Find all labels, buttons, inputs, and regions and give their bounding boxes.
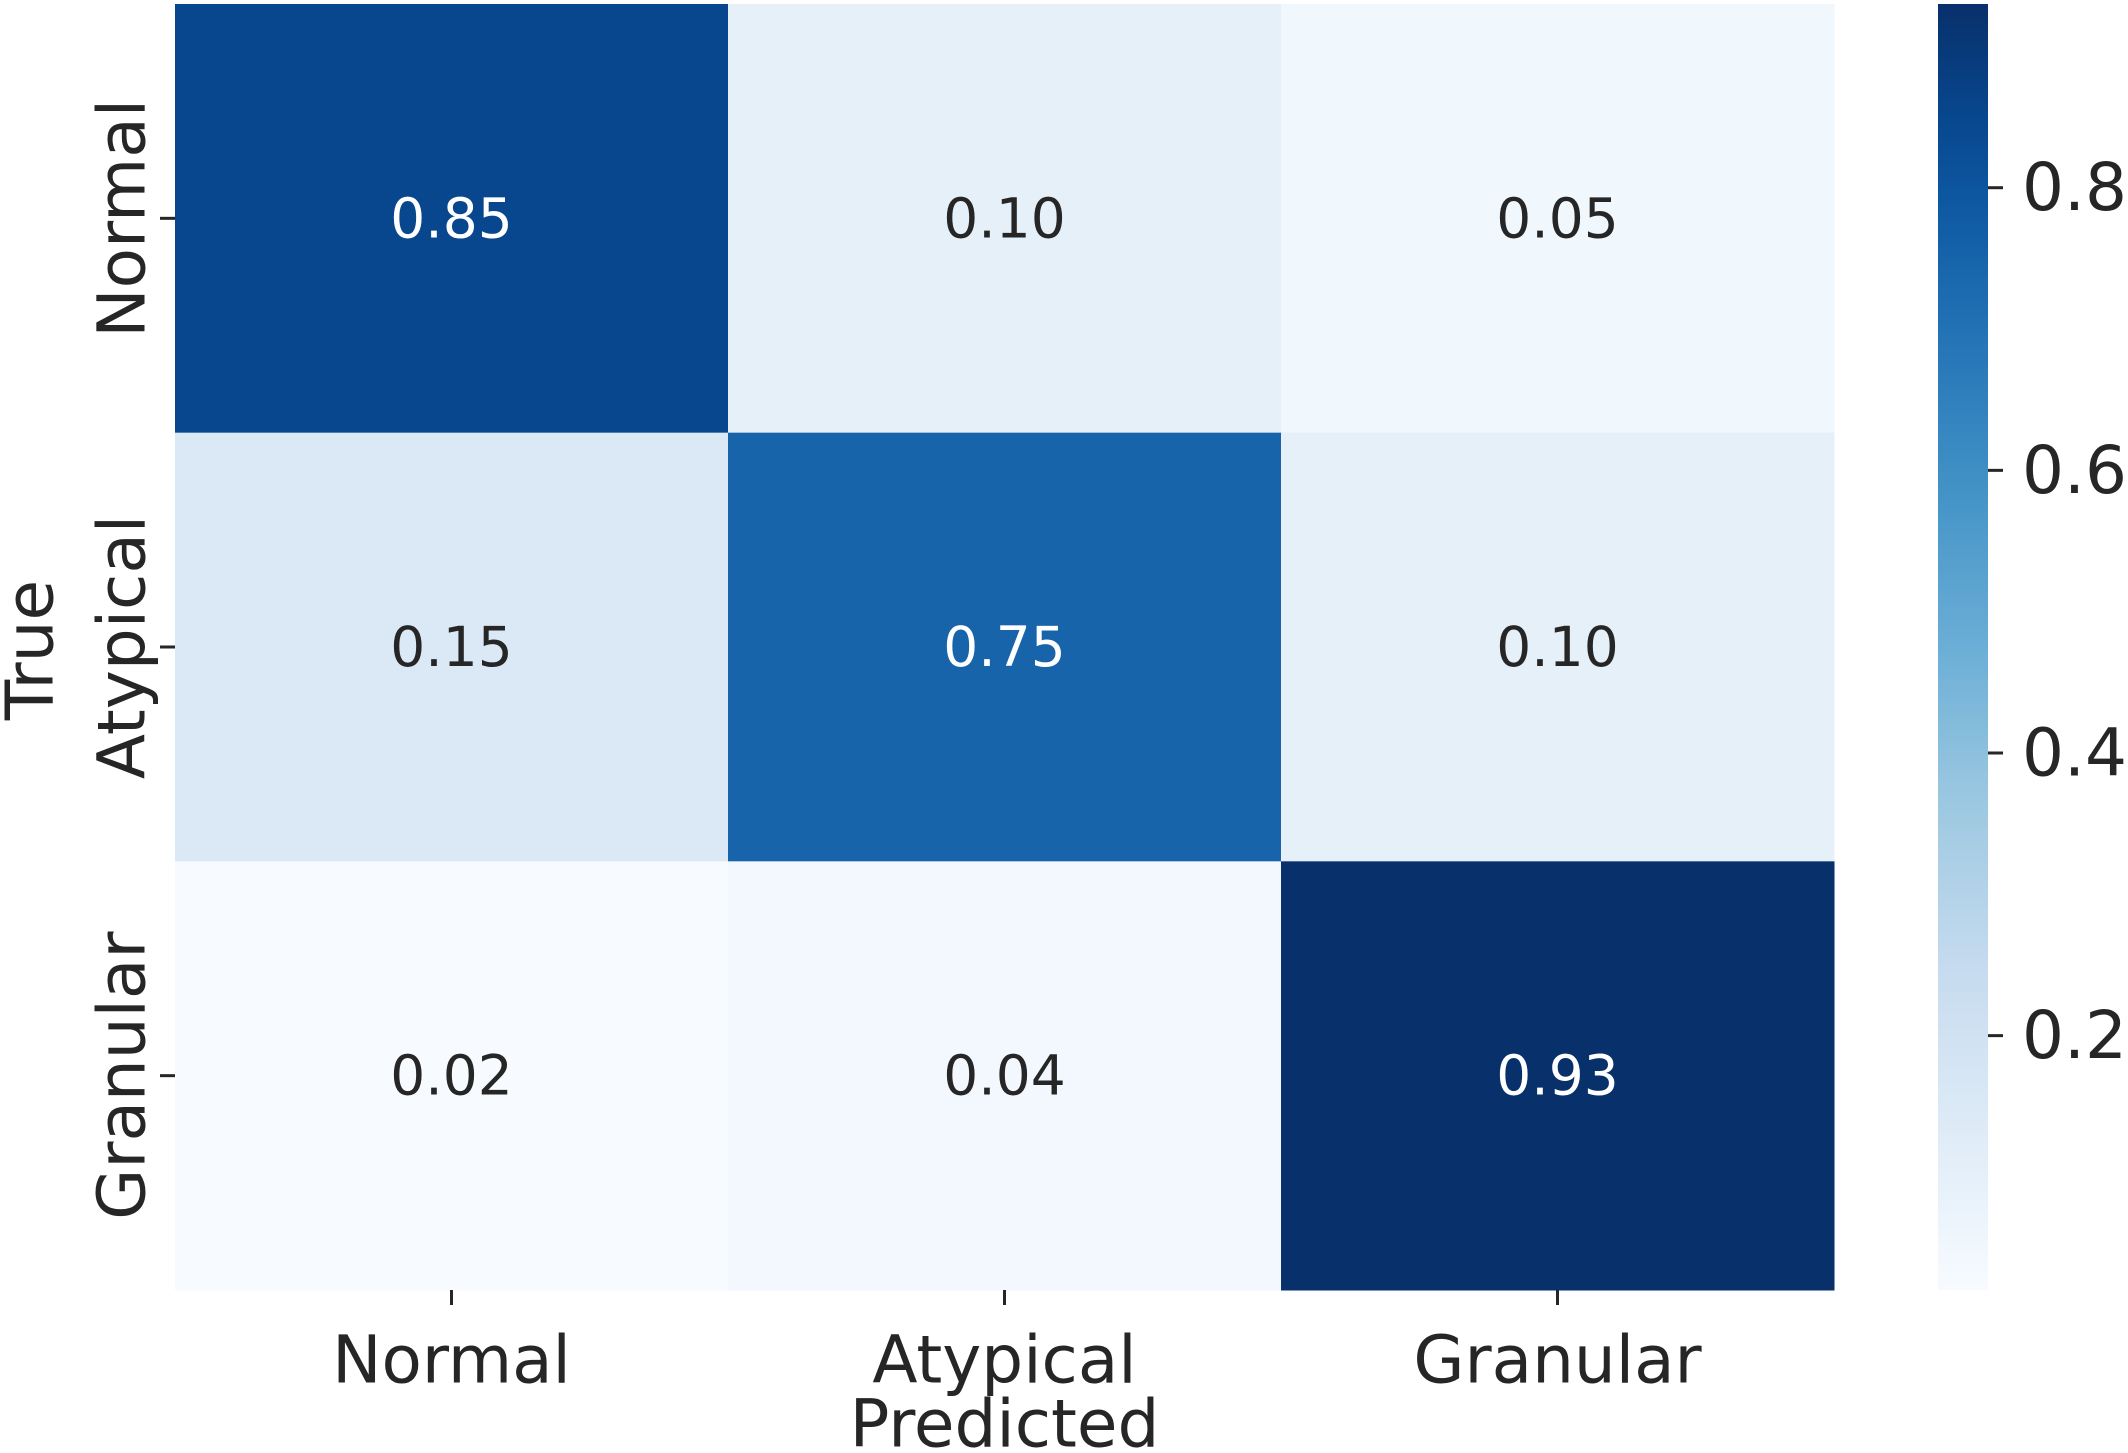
cell-value-label: 0.15 bbox=[390, 615, 512, 679]
colorbar-bar bbox=[1938, 4, 1988, 1290]
heatmap-cell bbox=[175, 861, 729, 1291]
cell-value-label: 0.10 bbox=[1496, 615, 1618, 679]
x-tick-label: Granular bbox=[1413, 1322, 1702, 1399]
x-axis-ticks: Normal Atypical Granular bbox=[332, 1290, 1703, 1399]
heatmap-cell bbox=[1281, 861, 1835, 1291]
colorbar-ticks: 0.2 0.4 0.6 0.8 bbox=[1988, 149, 2127, 1074]
x-tick-label: Normal bbox=[332, 1322, 571, 1399]
heatmap-cell bbox=[728, 4, 1282, 434]
cell-value-label: 0.93 bbox=[1496, 1044, 1618, 1108]
colorbar-tick-label: 0.4 bbox=[2022, 714, 2127, 791]
cell-value-label: 0.04 bbox=[943, 1044, 1065, 1108]
colorbar: 0.2 0.4 0.6 0.8 bbox=[1938, 4, 2127, 1290]
heatmap-cell bbox=[175, 432, 729, 862]
cell-value-label: 0.02 bbox=[390, 1044, 512, 1108]
heatmap-cells: 0.85 0.10 0.05 0.15 0.75 0.10 0.02 0.04 0.93 bbox=[175, 4, 1835, 1291]
heatmap-cell bbox=[728, 861, 1282, 1291]
cell-value-label: 0.85 bbox=[390, 186, 512, 250]
heatmap-cell bbox=[175, 4, 729, 434]
colorbar-tick-label: 0.2 bbox=[2022, 997, 2127, 1074]
heatmap-cell bbox=[1281, 4, 1835, 434]
y-axis-label: True bbox=[0, 580, 69, 721]
heatmap-cell bbox=[1281, 432, 1835, 862]
colorbar-tick-label: 0.8 bbox=[2022, 149, 2127, 226]
y-axis-ticks: Normal Atypical Granular bbox=[84, 99, 175, 1220]
heatmap-cell bbox=[728, 432, 1282, 862]
cell-value-label: 0.75 bbox=[943, 615, 1065, 679]
y-tick-label: Atypical bbox=[84, 515, 161, 779]
cell-value-label: 0.10 bbox=[943, 186, 1065, 250]
x-tick-label: Atypical bbox=[872, 1322, 1136, 1399]
y-tick-label: Granular bbox=[84, 931, 161, 1220]
x-axis-label: Predicted bbox=[850, 1386, 1160, 1453]
y-tick-label: Normal bbox=[84, 99, 161, 338]
cell-value-label: 0.05 bbox=[1496, 186, 1618, 250]
colorbar-tick-label: 0.6 bbox=[2022, 432, 2127, 509]
